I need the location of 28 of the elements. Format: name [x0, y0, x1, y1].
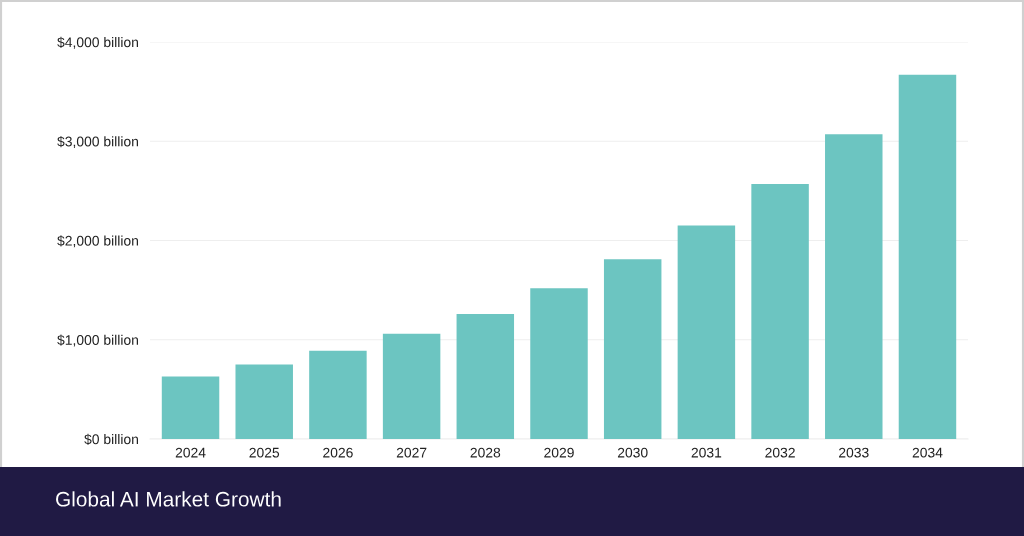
y-tick-label: $4,000 billion: [57, 36, 138, 49]
text: Global AI Market Growth: [56, 491, 281, 507]
bar: [530, 288, 588, 439]
bar: [161, 376, 220, 439]
bar: [382, 333, 441, 439]
y-tick-label: $2,000 billion: [57, 235, 138, 248]
bar: [603, 259, 662, 439]
x-tick-label: 2029: [544, 447, 574, 458]
x-tick-label: 2033: [839, 447, 869, 458]
bar: [825, 134, 883, 439]
x-tick-label: 2028: [470, 447, 501, 458]
bar: [235, 364, 293, 439]
bar: [456, 313, 515, 439]
x-tick-label: 2027: [396, 447, 427, 458]
bar: [309, 350, 367, 439]
y-tick-label: $3,000 billion: [57, 136, 138, 149]
bar: [677, 225, 736, 439]
x-tick-label: 2024: [175, 447, 206, 458]
x-tick-label: 2034: [912, 447, 943, 458]
x-tick-label: 2026: [323, 447, 353, 458]
bar: [898, 74, 957, 439]
bar: [751, 183, 809, 439]
y-tick-label: $0 billion: [84, 433, 138, 445]
x-tick-label: 2025: [249, 447, 280, 458]
x-tick-label: 2030: [617, 447, 648, 458]
x-tick-label: 2032: [765, 447, 795, 458]
y-tick-label: $1,000 billion: [57, 334, 138, 347]
x-tick-label: 2031: [691, 447, 722, 458]
